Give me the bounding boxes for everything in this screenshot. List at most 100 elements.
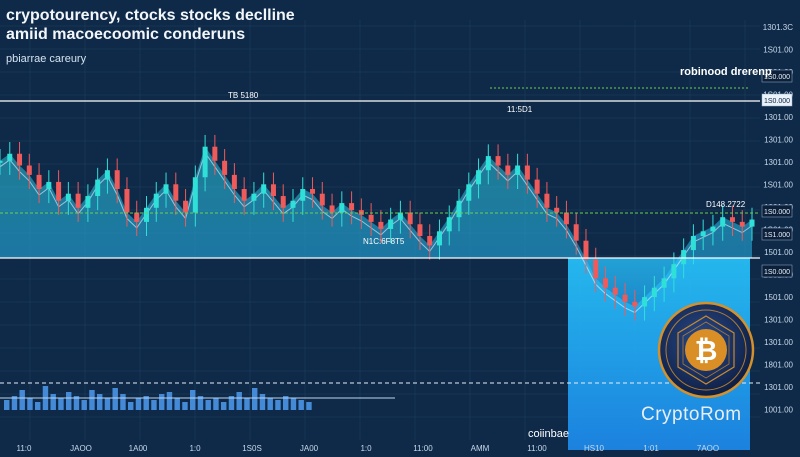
candle-body	[36, 174, 42, 189]
annotations: TB 5180 11:5D1 D148.2722 N1C:6F8T5	[228, 91, 746, 246]
y-tick-label: 1S01.00	[763, 46, 793, 55]
candle-body	[319, 193, 325, 206]
candle-body	[642, 297, 648, 307]
y-tick-label: 1301.00	[764, 113, 793, 122]
candle-body	[554, 207, 560, 213]
volume-bar	[236, 392, 242, 410]
volume-bar	[143, 396, 149, 410]
candle-body	[241, 189, 247, 201]
volume-bar	[135, 398, 142, 410]
price-tag-box	[761, 204, 793, 218]
candle-body	[173, 184, 179, 201]
headline-line-1: crypotourency, ctocks stocks declline	[6, 7, 295, 24]
x-tick-label: 1S0S	[242, 444, 262, 453]
candle-body	[700, 231, 706, 236]
candle-body	[339, 203, 345, 213]
candle-body	[739, 221, 745, 227]
volume-bar	[267, 398, 273, 410]
headline-line-2: amiid macoecoomic conderuns	[6, 26, 246, 43]
brand-label: robinood drerenp	[680, 66, 772, 78]
x-tick-label: 1:0	[360, 444, 372, 453]
price-tag-box	[761, 69, 793, 83]
candle-body	[749, 219, 755, 227]
candle-body	[446, 217, 452, 232]
watermark: CryptoRom	[641, 404, 742, 425]
candlestick-series	[0, 134, 755, 321]
volume-bar	[166, 392, 173, 410]
x-tick-label: HS10	[584, 444, 605, 453]
volume-series	[0, 386, 395, 410]
candle-body	[26, 165, 32, 175]
candle-body	[251, 193, 257, 201]
candle-body	[46, 181, 52, 189]
bitcoin-symbol-icon: ₿	[695, 335, 718, 366]
volume-bar	[4, 400, 10, 410]
volume-bar	[50, 394, 56, 410]
x-tick-label: 1A00	[129, 444, 148, 453]
candle-body	[544, 193, 550, 208]
volume-bar	[213, 398, 219, 410]
moving-average-line	[0, 151, 753, 314]
volume-bar	[35, 402, 41, 410]
candle-body	[329, 205, 335, 213]
candle-body	[466, 184, 472, 201]
volume-bar	[174, 398, 180, 410]
price-tag-box	[761, 264, 793, 278]
price-tags: 1S0.000 1S0.000 1S0.000 1S1.000 1S0.000	[761, 69, 793, 278]
volume-bar	[27, 398, 33, 410]
candle-body	[280, 196, 286, 208]
coinbase-label: coiinbae	[528, 428, 569, 440]
candle-body	[0, 160, 3, 163]
x-tick-label: 11:0	[17, 444, 33, 453]
candle-body	[17, 153, 23, 166]
x-tick-label: JAOO	[70, 444, 92, 453]
candle-body	[231, 174, 237, 189]
candle-body	[505, 165, 511, 175]
volume-bar	[190, 390, 196, 410]
price-tag-box	[761, 227, 793, 241]
y-tick-label: 1301.00	[764, 136, 793, 145]
candle-body	[495, 156, 501, 166]
price-area	[0, 146, 753, 314]
candle-body	[534, 179, 540, 194]
candle-body	[65, 193, 71, 201]
candle-body	[7, 153, 13, 161]
volume-bar	[104, 398, 111, 410]
candle-body	[212, 146, 218, 161]
volume-bar	[11, 396, 18, 410]
candle-body	[75, 193, 81, 208]
x-tick-label: AMM	[471, 444, 490, 453]
x-tick-label: 7AOO	[697, 444, 719, 453]
volume-bar	[283, 396, 289, 410]
x-tick-label: 11:00	[527, 444, 547, 453]
y-tick-label: 1301.00	[764, 316, 793, 325]
candle-body	[163, 184, 169, 194]
chart-headline: crypotourency, ctocks stocks declline am…	[6, 6, 295, 44]
candle-body	[378, 221, 384, 229]
candle-body	[651, 287, 657, 298]
candle-body	[661, 278, 667, 288]
volume-bar	[151, 400, 157, 410]
x-axis: 11:0 JAOO 1A00 1:0 1S0S JA00 1:0 11:00 AMM 11:00 H…	[17, 444, 720, 453]
candle-body	[222, 160, 228, 175]
candle-body	[290, 200, 296, 208]
bitcoin-logo-icon: ₿	[657, 301, 755, 399]
volume-bar	[58, 398, 64, 410]
volume-bar	[290, 398, 297, 410]
volume-bar	[259, 394, 266, 410]
y-tick-label: 1301.3C	[763, 23, 793, 32]
candle-body	[427, 236, 433, 246]
candle-body	[612, 287, 618, 295]
candle-body	[603, 278, 609, 288]
chart-subtitle: pbiarrae careury	[6, 53, 87, 65]
y-tick-label: 1501.00	[764, 293, 793, 302]
y-tick-label: 1301.00	[764, 158, 793, 167]
volume-bar	[97, 394, 103, 410]
candle-body	[349, 203, 355, 211]
candle-body	[124, 189, 130, 213]
candle-body	[261, 184, 267, 194]
volume-bar	[81, 400, 87, 410]
x-tick-label: JA00	[300, 444, 319, 453]
candle-body	[104, 170, 110, 180]
candle-body	[476, 170, 482, 185]
